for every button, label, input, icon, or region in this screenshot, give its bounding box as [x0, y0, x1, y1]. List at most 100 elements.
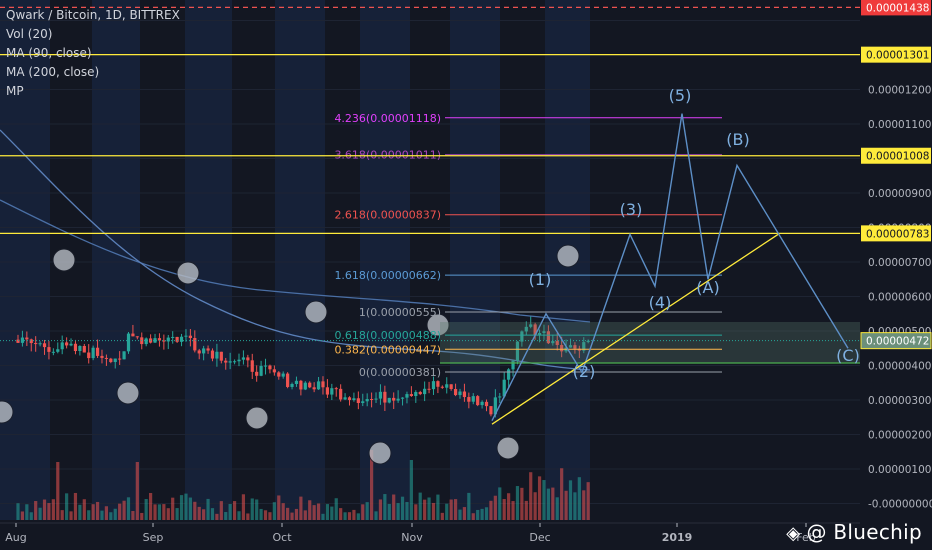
volume-bar	[153, 504, 157, 520]
volume-bar	[365, 502, 369, 520]
candle-body	[352, 398, 356, 401]
volume-bar	[511, 501, 515, 520]
volume-indicator-label[interactable]: Vol (20)	[6, 27, 53, 41]
volume-bar	[206, 498, 210, 520]
volume-bar	[294, 508, 299, 520]
candle-body	[162, 340, 166, 342]
time-axis[interactable]: Aug Sep Oct Nov Dec 2019 Feb	[0, 522, 860, 544]
volume-bar	[449, 499, 453, 520]
price-badge-label: 0.00001438	[866, 2, 929, 14]
volume-bar	[343, 512, 347, 520]
candle-body	[193, 338, 197, 351]
candle-body	[330, 388, 334, 395]
candle-body	[277, 372, 281, 377]
chart-legend: Qwark / Bitcoin, 1D, BITTREX Vol (20) MA…	[6, 6, 180, 101]
volume-bar	[259, 508, 263, 520]
candle-body	[361, 401, 365, 404]
candle-body	[228, 361, 232, 363]
horizontal-levels	[0, 6, 860, 342]
price-badge	[860, 332, 932, 350]
candle-body	[281, 373, 285, 377]
range-box	[440, 322, 860, 363]
volume-bar	[47, 503, 51, 520]
volume-bar	[144, 499, 148, 520]
volume-bar	[16, 503, 20, 520]
candle-body	[109, 358, 113, 363]
candle-body	[343, 397, 347, 400]
volume-bar	[453, 499, 458, 520]
candle-body	[524, 326, 528, 332]
candle-body	[476, 396, 480, 406]
volume-bar	[179, 495, 184, 520]
volume-bar	[493, 495, 497, 520]
time-tick-label: Feb	[796, 531, 815, 544]
volume-bar	[56, 462, 60, 520]
candle-body	[87, 352, 91, 359]
volume-bar	[299, 496, 303, 520]
volume-bar	[188, 497, 192, 520]
candle-body	[555, 341, 559, 346]
volume-bar	[95, 501, 100, 520]
candle-body	[409, 394, 413, 397]
candle-body	[118, 358, 122, 360]
watermark: ◈ @ Bluechip	[786, 520, 922, 544]
candle-body	[462, 391, 467, 398]
marker-circle	[176, 261, 200, 285]
volume-bar	[69, 511, 73, 520]
volume-bar	[51, 499, 55, 520]
fib-level-label: 2.618(0.00000837)	[334, 209, 441, 222]
session-band	[0, 0, 50, 520]
candle-body	[537, 333, 542, 336]
candle-body	[69, 343, 73, 346]
price-tick-label: 0.00000600	[868, 292, 931, 304]
candle-body	[484, 401, 489, 407]
volume-bar	[418, 492, 422, 520]
volume-bar	[542, 480, 546, 520]
candle-body	[122, 351, 126, 360]
candle-body	[268, 365, 272, 370]
mp-indicator-label[interactable]: MP	[6, 84, 24, 98]
candle-body	[197, 350, 201, 354]
candle-body	[339, 388, 343, 400]
fib-level-label: 1(0.00000555)	[359, 306, 441, 319]
price-axis-bg	[860, 0, 932, 550]
candle-body	[65, 342, 69, 346]
candle-body	[29, 339, 33, 344]
volume-bar	[356, 513, 360, 520]
volume-bar	[135, 462, 139, 520]
volume-bar	[560, 468, 564, 520]
symbol-title[interactable]: Qwark / Bitcoin, 1D, BITTREX	[6, 8, 180, 22]
marker-circle	[556, 244, 580, 268]
fib-level-label: 0.382(0.00000447)	[334, 343, 441, 356]
volume-bar	[316, 503, 321, 520]
volume-bar	[414, 504, 418, 520]
candle-body	[135, 336, 139, 338]
candle-body	[471, 396, 475, 402]
volume-bar	[175, 508, 179, 520]
price-tick-label: -0.00000000	[868, 499, 932, 511]
candle-body	[237, 359, 241, 362]
volume-bar	[215, 513, 219, 520]
candle-body	[511, 360, 515, 370]
candle-body	[175, 336, 179, 342]
volume-bar	[65, 493, 69, 520]
volume-bar	[184, 493, 188, 520]
ma200-indicator-label[interactable]: MA (200, close)	[6, 65, 100, 79]
marker-circle	[304, 300, 328, 324]
volume-bar	[303, 510, 307, 520]
price-axis[interactable]: 0.000012000.000011000.000010000.00000900…	[860, 0, 932, 550]
candle-body	[255, 371, 259, 376]
candle-body	[188, 335, 192, 339]
ma200-line	[0, 199, 591, 323]
candle-body	[387, 397, 391, 403]
volume-bar	[383, 494, 387, 520]
volume-bar	[281, 503, 285, 520]
volume-bar	[396, 503, 400, 520]
candle-body	[286, 373, 290, 387]
volume-bar	[286, 507, 290, 520]
ma90-indicator-label[interactable]: MA (90, close)	[6, 46, 92, 60]
candle-body	[316, 381, 321, 390]
candle-body	[423, 388, 427, 395]
price-badge	[861, 147, 931, 164]
